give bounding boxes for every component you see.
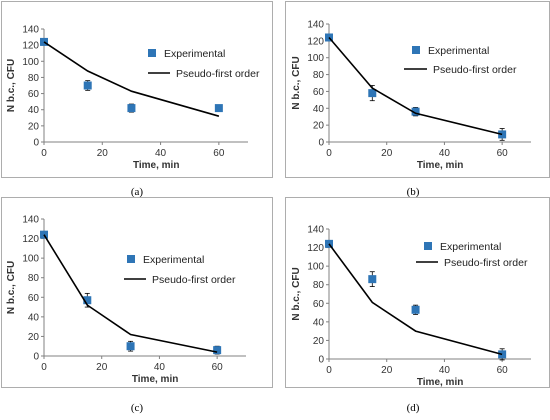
x-tick-label: 40 [439, 148, 451, 159]
y-tick-label: 40 [28, 312, 40, 323]
y-tick-label: 100 [22, 254, 39, 265]
data-point-experimental [213, 346, 222, 355]
y-tick-label: 140 [22, 25, 39, 36]
legend-label-experimental: Experimental [143, 254, 204, 266]
data-point-experimental [325, 239, 333, 248]
y-tick-label: 60 [313, 299, 325, 310]
y-tick-label: 20 [28, 332, 40, 343]
y-tick-label: 140 [307, 225, 324, 236]
data-point-experimental [411, 305, 420, 314]
chart-panel-2: 0 20 40 60 80 100 120 140 0 20 40 60 Time, min N b.c.… [285, 1, 550, 178]
legend-label-pseudo-first-order: Pseudo-first order [444, 257, 528, 269]
legend-label-pseudo-first-order: Pseudo-first order [433, 64, 517, 76]
y-tick-label: 40 [313, 104, 325, 115]
data-point-experimental [214, 104, 223, 113]
y-tick-label: 80 [28, 73, 40, 84]
panel-label: (a) [131, 186, 144, 198]
x-tick-label: 20 [97, 148, 109, 159]
series-line-pseudo-first-order [43, 234, 218, 353]
x-tick-label: 20 [381, 148, 393, 159]
x-axis-title: Time, min [132, 374, 179, 385]
chart-frame [285, 1, 550, 178]
data-point-experimental [126, 342, 135, 351]
legend-label-experimental: Experimental [440, 241, 501, 253]
x-tick-label: 0 [41, 148, 47, 159]
y-tick-label: 0 [33, 138, 39, 149]
panel-label: (c) [131, 402, 144, 414]
data-point-experimental [83, 81, 92, 90]
series-line-pseudo-first-order [328, 36, 503, 136]
y-tick-label: 20 [313, 336, 325, 347]
series-line-pseudo-first-order [328, 243, 503, 356]
y-tick-label: 80 [28, 273, 40, 284]
legend-label-experimental: Experimental [428, 45, 489, 57]
y-tick-label: 60 [28, 89, 40, 100]
y-tick-label: 100 [307, 262, 324, 273]
x-tick-label: 20 [381, 365, 393, 376]
chart-frame [1, 1, 273, 178]
legend-marker-experimental [127, 255, 135, 263]
y-tick-label: 20 [28, 121, 40, 132]
y-tick-label: 120 [307, 36, 324, 47]
chart-frame [1, 197, 273, 388]
y-tick-label: 20 [313, 121, 325, 132]
x-tick-label: 0 [326, 365, 332, 376]
y-tick-label: 120 [307, 243, 324, 254]
x-tick-label: 60 [212, 362, 224, 373]
y-tick-label: 100 [22, 57, 39, 68]
x-tick-label: 20 [96, 362, 108, 373]
x-axis-title: Time, min [133, 160, 180, 171]
x-tick-label: 0 [41, 362, 47, 373]
x-tick-label: 40 [155, 148, 167, 159]
y-tick-label: 60 [28, 293, 40, 304]
data-point-experimental [127, 104, 136, 113]
data-point-experimental [368, 275, 377, 284]
legend-label-pseudo-first-order: Pseudo-first order [176, 68, 260, 80]
y-axis-title: N b.c., CFU [291, 56, 302, 109]
x-tick-label: 60 [497, 148, 509, 159]
y-tick-label: 100 [307, 53, 324, 64]
y-tick-label: 80 [313, 280, 325, 291]
legend-marker-experimental [148, 49, 156, 57]
legend-marker-experimental [412, 46, 420, 54]
y-axis-title: N b.c., CFU [6, 59, 17, 112]
y-tick-label: 0 [318, 355, 324, 366]
y-tick-label: 140 [22, 215, 39, 226]
x-tick-label: 0 [326, 148, 332, 159]
x-tick-label: 40 [154, 362, 166, 373]
y-tick-label: 60 [313, 87, 325, 98]
data-point-experimental [498, 350, 507, 359]
y-tick-label: 140 [307, 20, 324, 31]
data-point-experimental [40, 230, 48, 239]
data-point-experimental [498, 130, 507, 139]
y-axis-title: N b.c., CFU [6, 261, 17, 314]
data-point-experimental [325, 33, 333, 42]
x-axis-title: Time, min [417, 377, 464, 388]
series-line-pseudo-first-order [43, 41, 220, 117]
chart-panel-4: 0 20 40 60 80 100 120 140 0 20 40 60 Time, min N b.c.… [285, 197, 550, 388]
x-tick-label: 40 [439, 365, 451, 376]
y-tick-label: 40 [313, 317, 325, 328]
data-point-experimental [368, 89, 377, 98]
legend-label-pseudo-first-order: Pseudo-first order [152, 274, 236, 286]
x-axis-title: Time, min [417, 160, 464, 171]
data-point-experimental [83, 296, 92, 305]
chart-panel-1: 0 20 40 60 80 100 120 140 0 20 40 60 Time, min N b.c.… [1, 1, 273, 178]
y-axis-title: N b.c., CFU [291, 267, 302, 320]
y-tick-label: 80 [313, 70, 325, 81]
y-tick-label: 40 [28, 105, 40, 116]
legend-marker-experimental [424, 242, 432, 250]
legend-label-experimental: Experimental [164, 48, 225, 60]
panel-label: (b) [407, 186, 420, 198]
y-tick-label: 120 [22, 234, 39, 245]
chart-panel-3: 0 20 40 60 80 100 120 140 0 20 40 60 Time, min N b.c.… [1, 197, 273, 388]
y-tick-label: 0 [33, 352, 39, 363]
y-tick-label: 120 [22, 41, 39, 52]
panel-label: (d) [407, 402, 420, 414]
x-tick-label: 60 [497, 365, 509, 376]
x-tick-label: 60 [213, 148, 225, 159]
data-point-experimental [411, 107, 420, 116]
y-tick-label: 0 [318, 138, 324, 149]
